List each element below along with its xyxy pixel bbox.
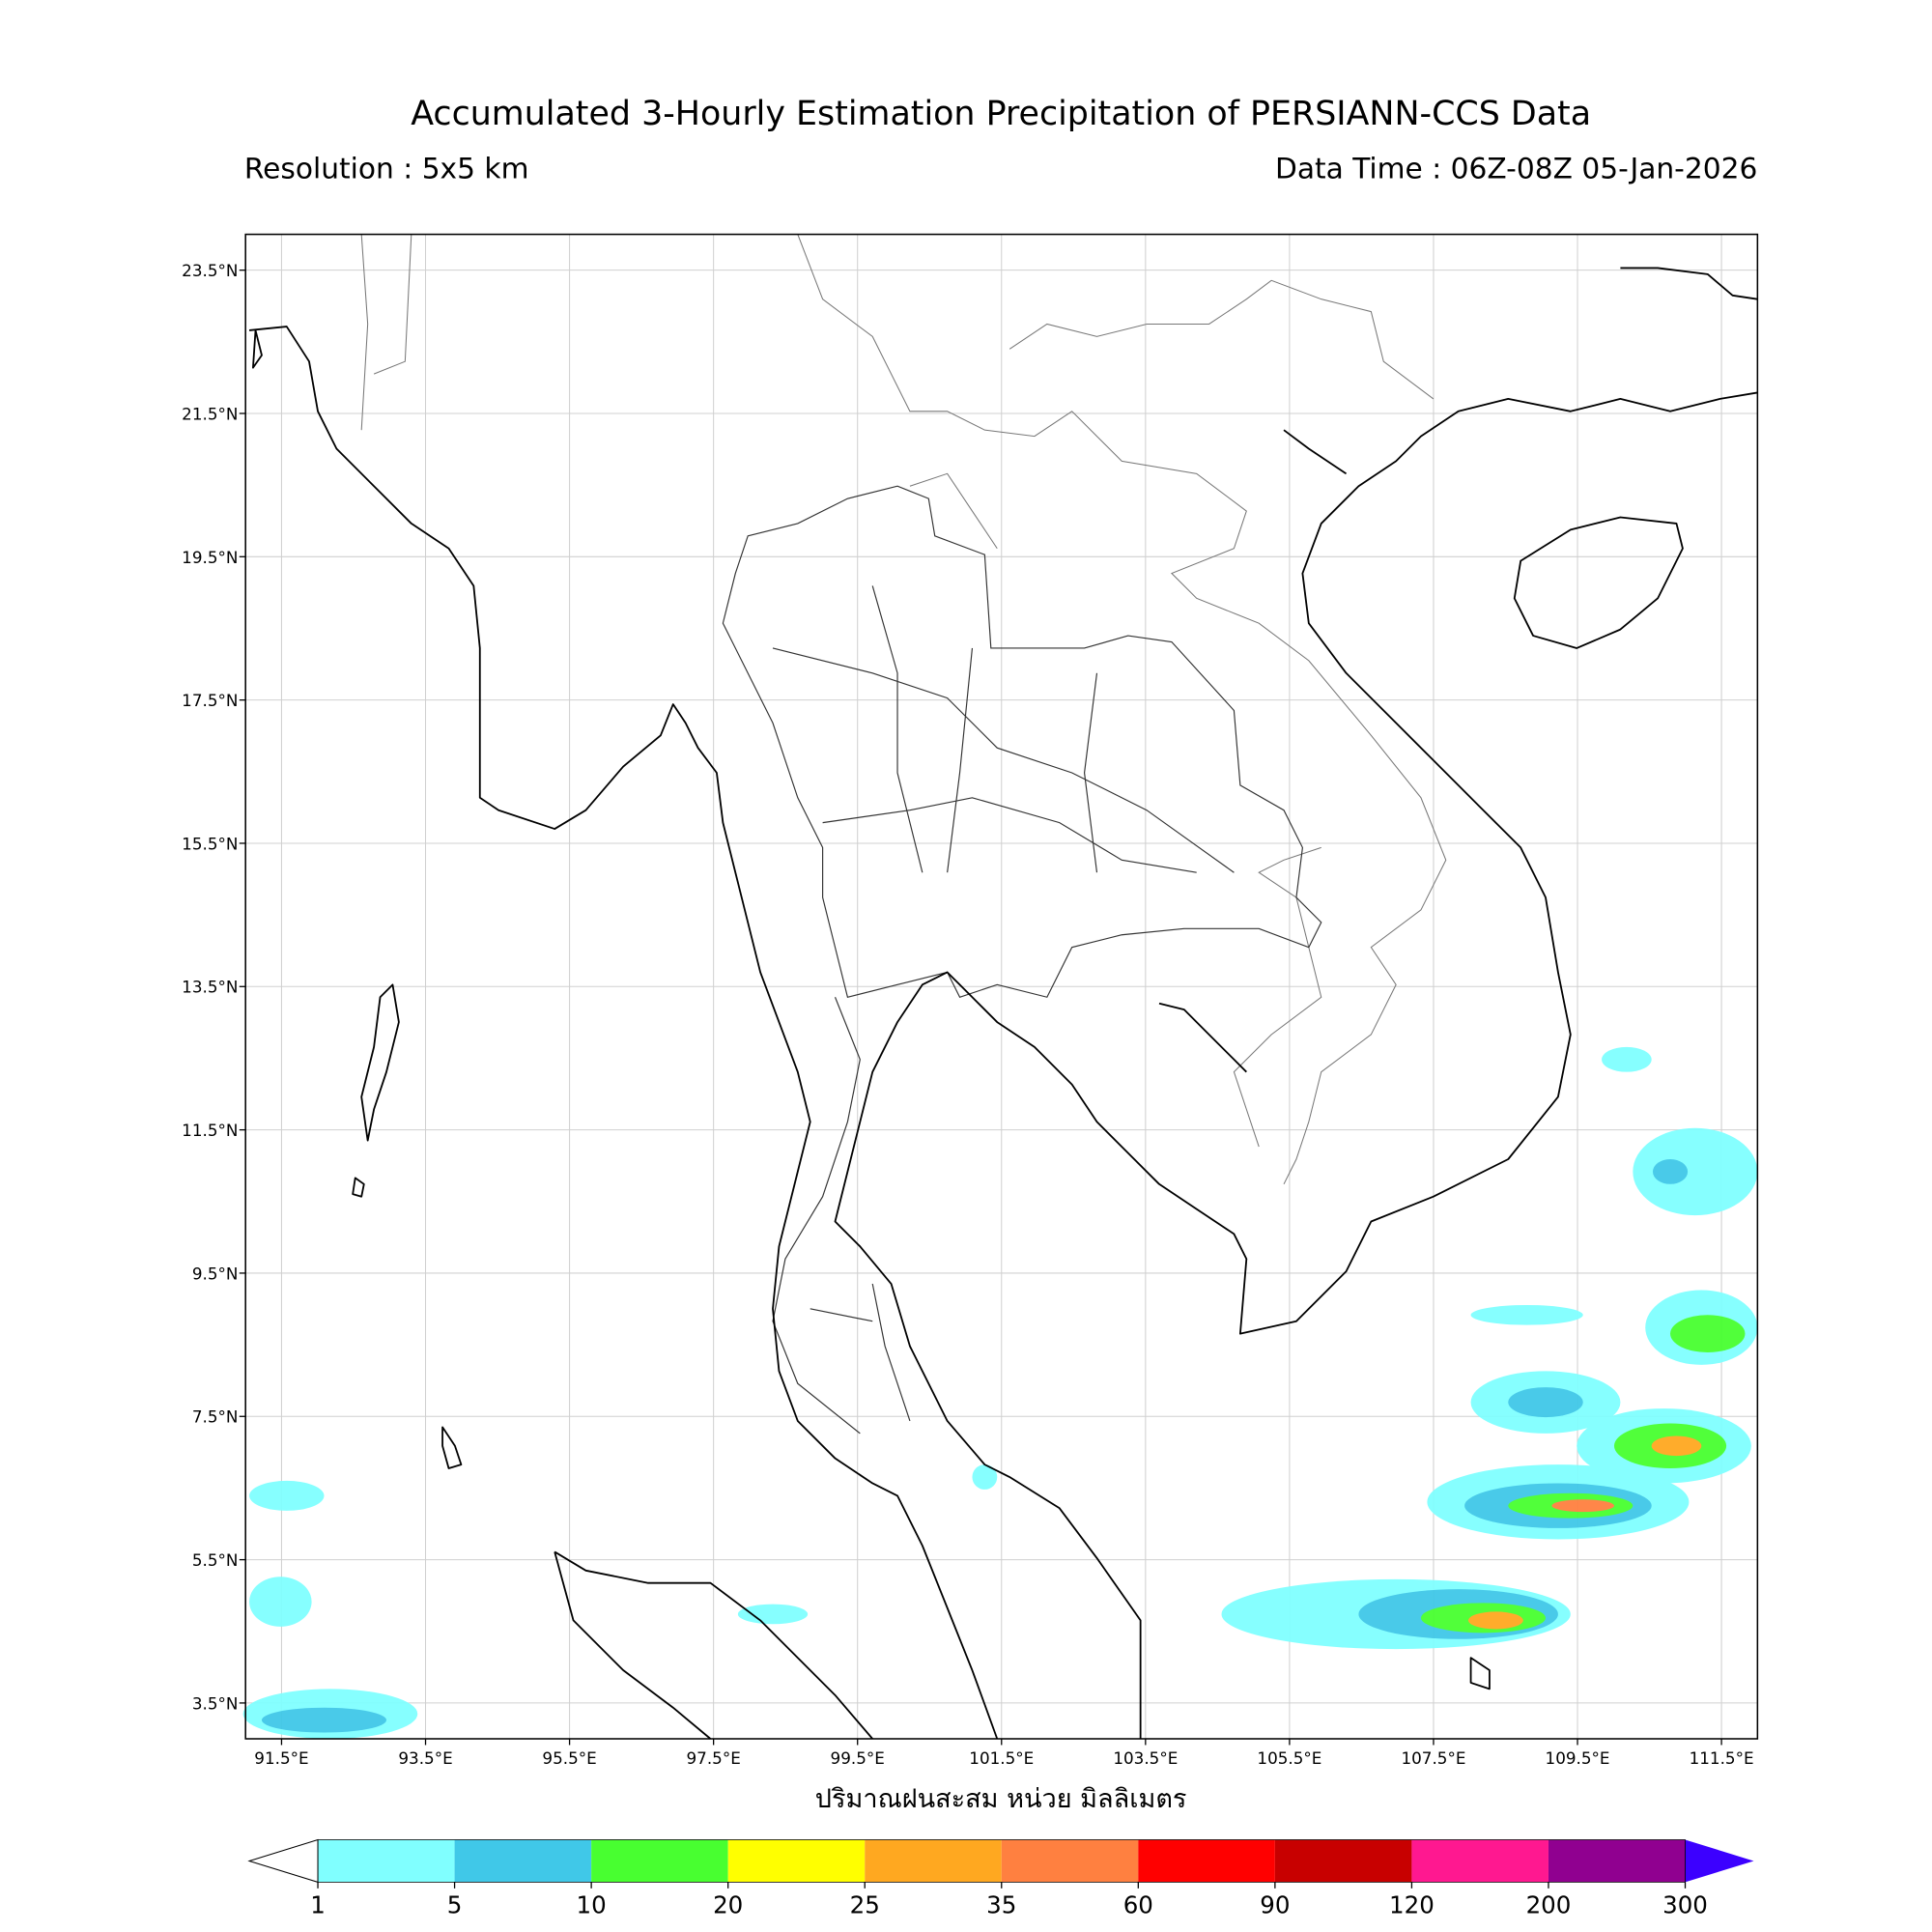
x-tick-label: 109.5°E [1546,1748,1610,1768]
x-tick-label: 95.5°E [542,1748,596,1768]
colorbar-segment [1138,1839,1275,1883]
colorbar-segment [1274,1839,1412,1883]
rain-area [737,1604,809,1625]
colorbar-segment [1548,1839,1686,1883]
y-tick-label: 19.5°N [182,548,238,567]
colorbar-segment [454,1839,592,1883]
colorbar-tick-label: 120 [1389,1891,1435,1919]
y-tick-label: 17.5°N [182,691,238,710]
rain-area [1670,1315,1746,1352]
colorbar-tick-label: 200 [1526,1891,1572,1919]
coastlines [248,267,1758,1740]
provinces [722,485,1322,1435]
colorbar-segment [318,1839,455,1883]
colorbar-over [1685,1839,1754,1883]
y-tick-label: 9.5°N [192,1264,239,1283]
x-tick-label: 91.5°E [254,1748,308,1768]
x-tick-label: 111.5°E [1690,1748,1754,1768]
x-tick-label: 103.5°E [1113,1748,1178,1768]
x-tick-label: 101.5°E [969,1748,1034,1768]
rain-area [1551,1499,1614,1513]
x-tick-label: 107.5°E [1401,1748,1465,1768]
colorbar-tick-label: 25 [850,1891,880,1919]
grid [245,234,1758,1739]
colorbar-tick-label: 35 [986,1891,1016,1919]
rain [242,1046,1758,1739]
rain-area [1651,1435,1702,1457]
y-tick-label: 15.5°N [182,834,238,853]
y-tick-label: 3.5°N [192,1693,239,1713]
x-tick-label: 99.5°E [831,1748,885,1768]
rain-area [1508,1387,1583,1418]
y-tick-label: 7.5°N [192,1407,239,1427]
colorbar-under [247,1838,319,1884]
colorbar-segment [1001,1839,1139,1883]
y-tick-label: 13.5°N [182,978,238,997]
rain-area [249,1480,325,1511]
rain-area [1652,1159,1689,1184]
colorbar-tick-label: 5 [447,1891,463,1919]
map [242,233,1759,1740]
rain-area [1468,1611,1523,1630]
y-tick-label: 23.5°N [182,261,238,280]
colorbar-segment [1411,1839,1548,1883]
y-tick-label: 21.5°N [182,404,238,423]
rain-area [249,1577,312,1627]
colorbar-tick-label: 300 [1662,1891,1708,1919]
colorbar-segment [591,1839,728,1883]
colorbar-tick-label: 10 [577,1891,607,1919]
x-tick-label: 105.5°E [1257,1748,1321,1768]
resolution: Resolution : 5x5 km [244,152,529,185]
rain-area [1633,1127,1758,1216]
rain-area [972,1464,998,1490]
colorbar-tick-label: 60 [1123,1891,1153,1919]
data-time: Data Time : 06Z-08Z 05-Jan-2026 [1275,152,1757,185]
rain-area [1602,1046,1652,1072]
axis-ticks: 91.5°E 93.5°E 95.5°E 97.5°E 99.5°E 101.5°E 103… [182,261,1753,1768]
colorbar-segment [865,1839,1002,1883]
colorbar: 1 5 10 20 25 35 60 90 120 200 300 [247,1838,1754,1919]
colorbar-tick-label: 90 [1260,1891,1290,1919]
y-tick-label: 11.5°N [182,1121,238,1140]
colorbar-tick-label: 1 [310,1891,326,1919]
rain-area [261,1707,386,1733]
rain-area [1470,1304,1583,1325]
x-tick-label: 97.5°E [686,1748,740,1768]
title: Accumulated 3-Hourly Estimation Precipit… [411,95,1591,133]
x-axis-label: ปริมาณฝนสะสม หน่วย มิลลิเมตร [815,1784,1187,1814]
y-tick-label: 5.5°N [192,1550,239,1570]
x-tick-label: 93.5°E [398,1748,452,1768]
colorbar-segment [727,1839,866,1883]
borders [360,234,1447,1185]
colorbar-tick-label: 20 [713,1891,743,1919]
